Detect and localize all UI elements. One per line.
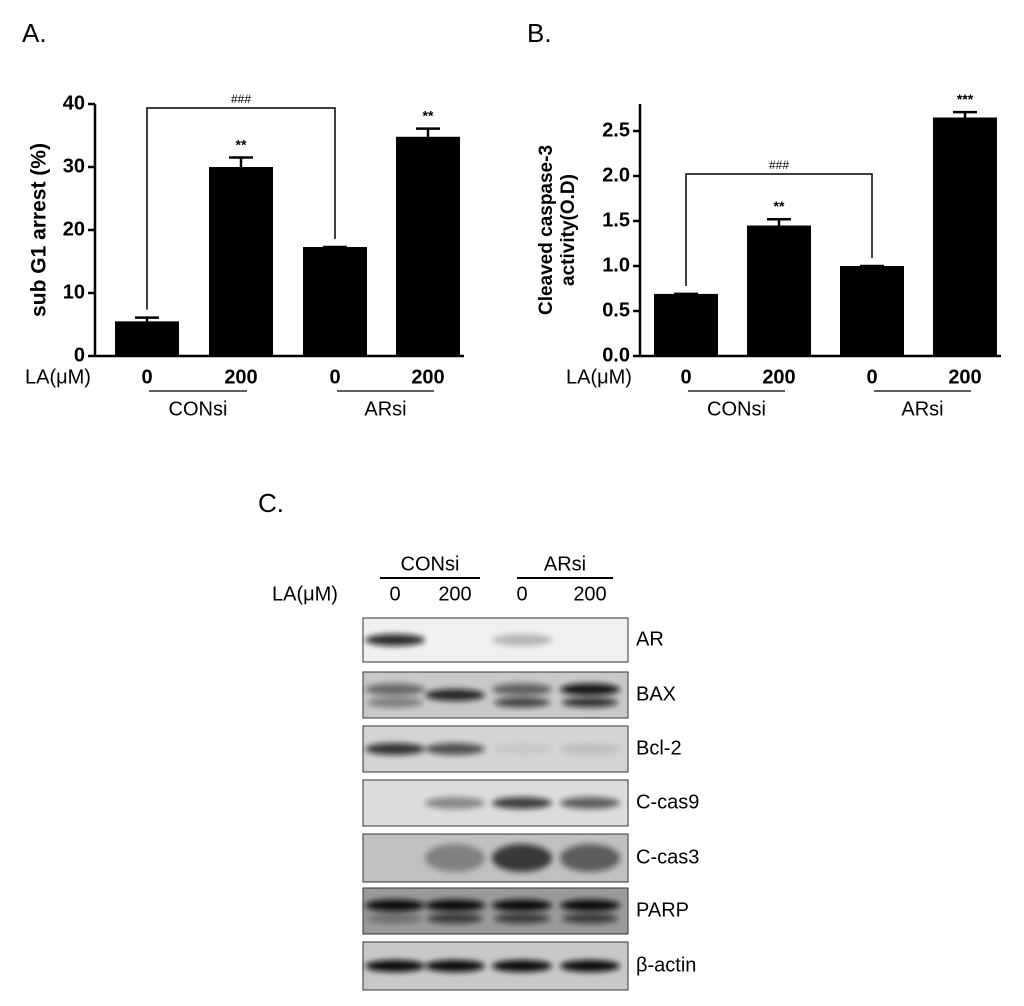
y-tick-label: 10 bbox=[63, 281, 85, 303]
significance-label: ** bbox=[423, 107, 434, 123]
category-label: 0 bbox=[141, 366, 152, 388]
error-bar bbox=[767, 217, 791, 226]
panel-label: A. bbox=[22, 18, 47, 48]
y-tick-label: 0.5 bbox=[602, 299, 630, 321]
y-tick-label: 40 bbox=[63, 92, 85, 114]
lane-label: 200 bbox=[573, 583, 606, 605]
category-label: 200 bbox=[762, 366, 795, 388]
blot-band bbox=[367, 913, 423, 924]
significance-label: ** bbox=[236, 136, 247, 152]
blot-band bbox=[425, 899, 485, 912]
bar bbox=[654, 293, 718, 356]
blot-band bbox=[562, 913, 618, 924]
y-tick-label: 0 bbox=[74, 344, 85, 366]
bracket bbox=[146, 107, 336, 310]
bar bbox=[209, 167, 273, 356]
blot-row-label: AR bbox=[636, 628, 664, 650]
bar bbox=[396, 136, 460, 356]
bar bbox=[840, 266, 904, 356]
blot-band bbox=[365, 683, 425, 696]
category-label: 0 bbox=[680, 366, 691, 388]
blot-band bbox=[425, 797, 485, 809]
panel-label: B. bbox=[527, 18, 552, 48]
error-bar bbox=[953, 110, 977, 118]
blot-band bbox=[494, 913, 550, 924]
group-label: CONsi bbox=[401, 553, 460, 575]
blot-band bbox=[492, 743, 552, 755]
blot-row-label: β-actin bbox=[636, 954, 696, 976]
y-axis-label: sub G1 arrest (%) bbox=[28, 143, 51, 317]
y-tick-label: 30 bbox=[63, 155, 85, 177]
y-tick-label: 0.0 bbox=[602, 344, 630, 366]
blot-row-label: C-cas9 bbox=[636, 791, 699, 813]
blot-band bbox=[560, 844, 620, 872]
category-label: 0 bbox=[866, 366, 877, 388]
category-label: 200 bbox=[224, 366, 257, 388]
blot-band bbox=[560, 743, 620, 755]
x-row-label: LA(μM) bbox=[25, 366, 91, 388]
blot-band bbox=[492, 899, 552, 912]
y-tick-label: 2.0 bbox=[602, 164, 630, 186]
y-tick-label: 2.5 bbox=[602, 119, 630, 141]
blot-band bbox=[425, 743, 485, 755]
bracket-label: ### bbox=[769, 158, 789, 172]
y-axis-label: activity(O.D) bbox=[558, 174, 579, 286]
blot-band bbox=[425, 960, 485, 972]
category-label: 200 bbox=[411, 366, 444, 388]
lane-label: 200 bbox=[438, 583, 471, 605]
category-label: 0 bbox=[329, 366, 340, 388]
blot-band bbox=[560, 797, 620, 809]
panel-label: C. bbox=[258, 488, 284, 518]
blot-row-label: BAX bbox=[636, 683, 676, 705]
error-bar bbox=[135, 316, 159, 322]
blot-band bbox=[492, 844, 552, 872]
bracket bbox=[685, 173, 873, 286]
bar bbox=[933, 117, 997, 356]
blot-band bbox=[367, 697, 423, 708]
blot-band bbox=[492, 960, 552, 972]
group-label: CONsi bbox=[707, 398, 766, 420]
blot-band bbox=[492, 634, 552, 646]
category-label: 200 bbox=[948, 366, 981, 388]
group-label: CONsi bbox=[169, 398, 228, 420]
blot-band bbox=[494, 697, 550, 708]
blot-band bbox=[425, 689, 485, 701]
lane-row-label: LA(μM) bbox=[272, 583, 338, 605]
significance-label: *** bbox=[957, 91, 974, 107]
blot-row-label: C-cas3 bbox=[636, 846, 699, 868]
y-axis-label: Cleaved caspase-3 bbox=[536, 145, 557, 315]
blot-row-label: Bcl-2 bbox=[636, 737, 682, 759]
group-label: ARsi bbox=[901, 398, 943, 420]
bracket-label: ### bbox=[231, 92, 251, 106]
error-bar bbox=[416, 127, 440, 137]
y-tick-label: 1.0 bbox=[602, 254, 630, 276]
x-row-label: LA(μM) bbox=[566, 366, 632, 388]
bar bbox=[115, 321, 179, 356]
blot-band bbox=[560, 899, 620, 912]
blot-band bbox=[492, 683, 552, 696]
blot-band bbox=[365, 743, 425, 755]
group-label: ARsi bbox=[364, 398, 406, 420]
blot-band bbox=[560, 683, 620, 696]
blot-band bbox=[560, 960, 620, 972]
y-tick-label: 20 bbox=[63, 218, 85, 240]
y-tick-label: 1.5 bbox=[602, 209, 630, 231]
blot-band bbox=[365, 960, 425, 972]
group-label: ARsi bbox=[544, 553, 586, 575]
error-bar bbox=[229, 156, 253, 167]
lane-label: 0 bbox=[389, 583, 400, 605]
lane-label: 0 bbox=[516, 583, 527, 605]
bar bbox=[747, 225, 811, 356]
blot-band bbox=[365, 899, 425, 912]
blot-band bbox=[562, 697, 618, 708]
blot-band bbox=[427, 913, 483, 924]
blot-row-label: PARP bbox=[636, 899, 689, 921]
bar bbox=[303, 247, 367, 356]
significance-label: ** bbox=[774, 198, 785, 214]
blot-band bbox=[365, 634, 425, 646]
blot-band bbox=[425, 844, 485, 872]
blot-band bbox=[492, 797, 552, 809]
